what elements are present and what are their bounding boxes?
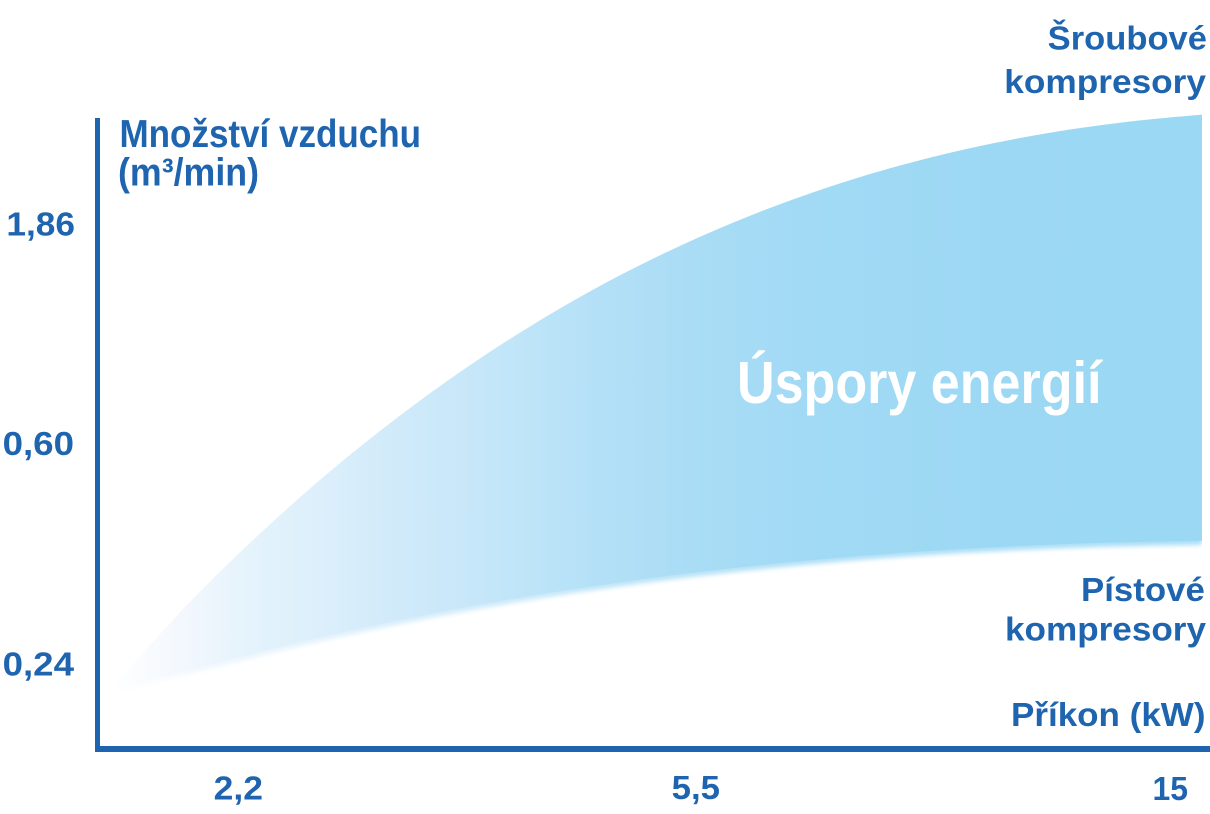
svg-text:5,5: 5,5 [672, 769, 720, 806]
svg-text:1,86: 1,86 [6, 206, 75, 243]
svg-text:Úspory energií: Úspory energií [737, 350, 1103, 416]
svg-text:Množství vzduchu: Množství vzduchu [120, 113, 422, 156]
svg-text:Příkon (kW): Příkon (kW) [1011, 696, 1206, 733]
svg-text:0,60: 0,60 [3, 425, 74, 462]
svg-text:(m³/min): (m³/min) [118, 152, 259, 195]
svg-text:0,24: 0,24 [3, 646, 75, 683]
svg-text:Šroubové: Šroubové [1048, 18, 1207, 56]
svg-text:Pístové: Pístové [1081, 571, 1205, 608]
svg-text:15: 15 [1153, 770, 1189, 807]
svg-text:2,2: 2,2 [214, 770, 263, 807]
svg-text:kompresory: kompresory [1005, 611, 1207, 648]
svg-text:kompresory: kompresory [1004, 63, 1206, 100]
